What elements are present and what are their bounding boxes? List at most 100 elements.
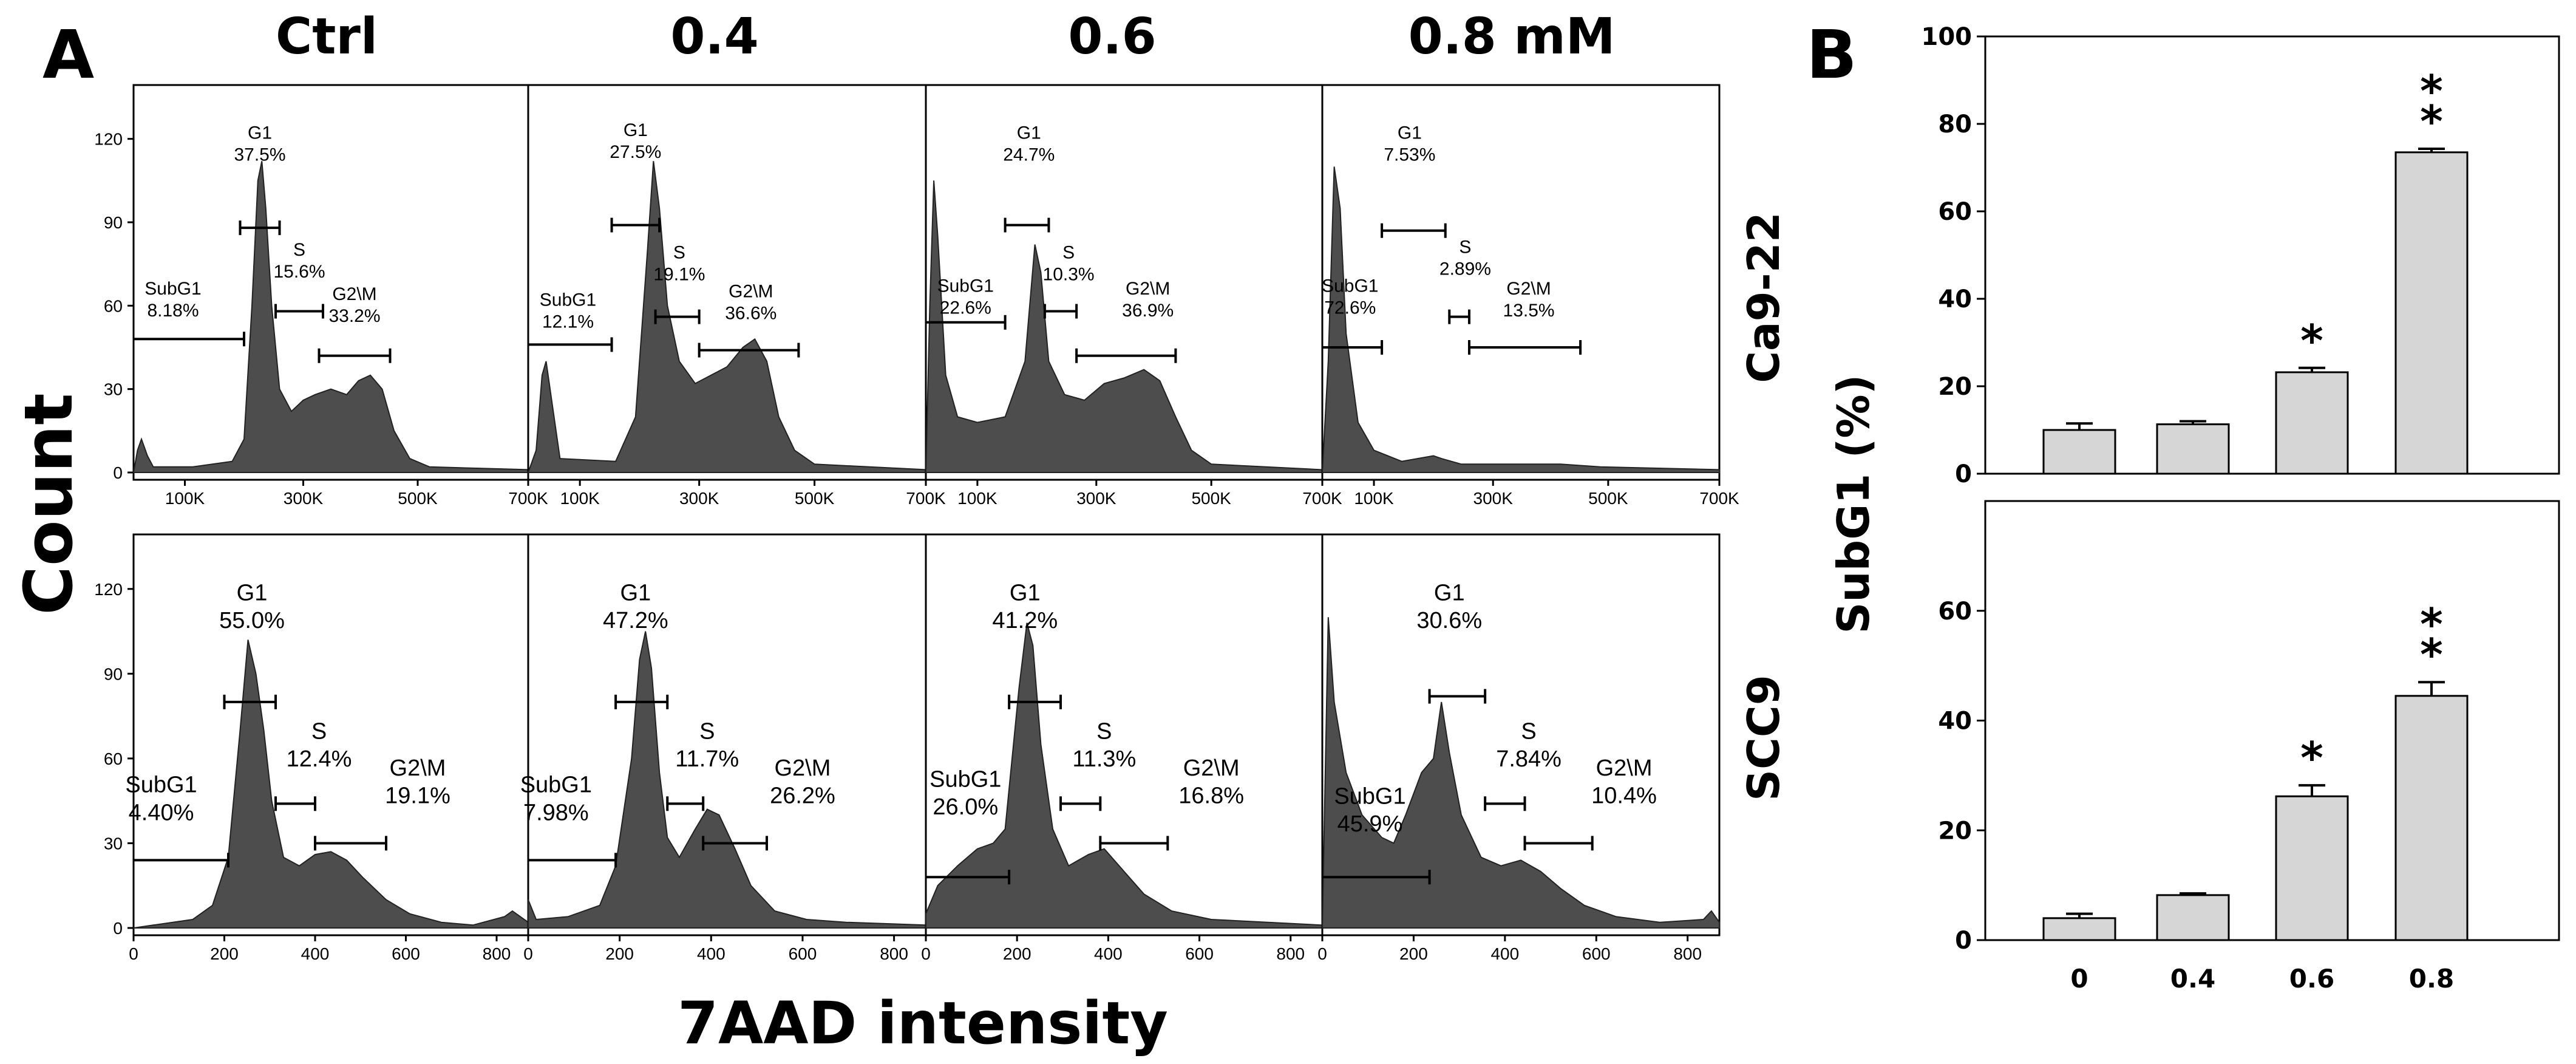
gate-percent-label: 4.40% (129, 800, 194, 825)
significance-marker: * (2420, 96, 2443, 147)
x-tick-label: 100K (957, 489, 997, 508)
gate-percent-label: 41.2% (992, 608, 1058, 633)
column-headers: Ctrl 0.4 0.6 0.8 mM (276, 8, 1615, 66)
gate-percent-label: 33.2% (328, 306, 380, 326)
gate-name-label: G2\M (1126, 279, 1170, 299)
gate-name-label: G1 (1434, 580, 1465, 605)
gate-g1: G1 47.2% (603, 580, 669, 709)
y-tick-label: 0 (1955, 927, 1972, 955)
y-tick-label: 120 (94, 130, 123, 149)
y-tick-label: 100 (1922, 23, 1973, 51)
y-tick-label: 120 (94, 580, 123, 599)
gate-s: S11.7% (666, 718, 739, 811)
gate-name-label: G2\M (729, 282, 773, 302)
gate-name-label: SubG1 (144, 279, 201, 299)
gate-percent-label: 8.18% (147, 301, 199, 321)
x-tick-label: 200 (1399, 944, 1428, 963)
gate-percent-label: 47.2% (603, 608, 668, 633)
x-tick-label: 600 (1185, 944, 1214, 963)
gate-name-label: G1 (248, 123, 272, 143)
y-tick-label: 80 (1938, 111, 1972, 138)
histogram-scc9-0-8-mm (1321, 617, 1720, 929)
gate-percent-label: 11.3% (1072, 746, 1136, 772)
gate-name-label: SubG1 (125, 772, 197, 798)
y-tick-label: 0 (113, 463, 123, 482)
gate-percent-label: 10.4% (1591, 783, 1657, 808)
x-tick-label: 800 (1673, 944, 1702, 963)
y-tick-label: 60 (1938, 598, 1972, 626)
x-tick-label: 400 (697, 944, 726, 963)
gate-percent-label: 24.7% (1003, 145, 1055, 165)
column-header-0-4: 0.4 (670, 8, 758, 66)
significance-marker: * (2300, 732, 2323, 783)
bar-ca9-22-0-6 (2275, 371, 2349, 475)
x-tick-label: 0 (921, 944, 931, 963)
count-axis-label: Count (10, 393, 87, 615)
intensity-axis-label: 7AAD intensity (678, 989, 1168, 1057)
x-tick-label: 500K (795, 489, 835, 508)
gate-name-label: SubG1 (1322, 276, 1378, 296)
gate-percent-label: 10.3% (1043, 265, 1095, 285)
bar-ca9-22-0-4 (2156, 423, 2230, 475)
y-tick-label: 90 (104, 213, 123, 232)
y-tick-label: 20 (1938, 817, 1972, 845)
gate-percent-label: 37.5% (234, 145, 285, 165)
gate-percent-label: 19.1% (385, 783, 450, 808)
column-header-0-8-mm: 0.8 mM (1409, 8, 1616, 66)
bar-category-label: 0.4 (2170, 964, 2215, 994)
y-tick-label: 0 (113, 919, 123, 938)
gate-g2-m: G2\M33.2% (318, 284, 392, 363)
gate-s: S11.3% (1059, 718, 1136, 811)
x-tick-label: 600 (1582, 944, 1611, 963)
row-label-scc9: SCC9 (1738, 675, 1789, 801)
y-tick-label: 30 (104, 380, 123, 399)
bar-scc9-0-4 (2156, 894, 2230, 941)
x-tick-label: 500K (1191, 489, 1231, 508)
x-tick-label: 700K (508, 489, 548, 508)
y-tick-label: 40 (1938, 285, 1972, 313)
panel-b-label: B (1806, 16, 1857, 94)
gate-g1: G1 55.0% (219, 580, 285, 709)
gate-percent-label: 55.0% (219, 608, 285, 633)
gate-g2-m: G2\M36.6% (698, 282, 800, 358)
histogram-frame (1321, 533, 1721, 936)
gate-percent-label: 13.5% (1503, 301, 1555, 321)
bar-scc9-0 (2042, 917, 2116, 941)
x-tick-label: 200 (210, 944, 239, 963)
bar-scc9-0-8 (2394, 695, 2469, 941)
gate-g1: G1 30.6% (1416, 580, 1487, 704)
x-tick-label: 700K (1699, 489, 1739, 508)
gate-name-label: G2\M (390, 755, 446, 781)
gate-percent-label: 12.1% (542, 312, 594, 332)
gate-g1: G17.53% (1381, 123, 1447, 238)
gate-g2-m: G2\M26.2% (702, 755, 835, 851)
bar-ca9-22-0 (2042, 429, 2116, 475)
gate-g1: G1 41.2% (992, 580, 1062, 709)
x-tick-label: 200 (1003, 944, 1031, 963)
gate-name-label: G1 (620, 580, 651, 605)
gate-name-label: SubG1 (929, 766, 1001, 792)
x-tick-label: 600 (789, 944, 817, 963)
bar-category-label: 0.8 (2409, 964, 2454, 994)
x-tick-label: 500K (1588, 489, 1628, 508)
bar-ca9-22-0-8 (2394, 151, 2469, 475)
gate-name-label: G1 (1398, 123, 1422, 143)
gate-percent-label: 22.6% (940, 298, 991, 318)
x-tick-label: 600 (392, 944, 420, 963)
bar-category-label: 0.6 (2289, 964, 2334, 994)
gate-name-label: SubG1 (1334, 783, 1405, 809)
gate-g2-m: G2\M19.1% (314, 755, 450, 851)
histogram-scc9-0-6 (925, 622, 1323, 929)
gate-percent-label: 27.5% (610, 142, 661, 162)
bar-category-label: 0 (2070, 964, 2088, 994)
gate-percent-label: 7.53% (1384, 145, 1435, 165)
row-label-ca9-22: Ca9-22 (1738, 212, 1789, 383)
